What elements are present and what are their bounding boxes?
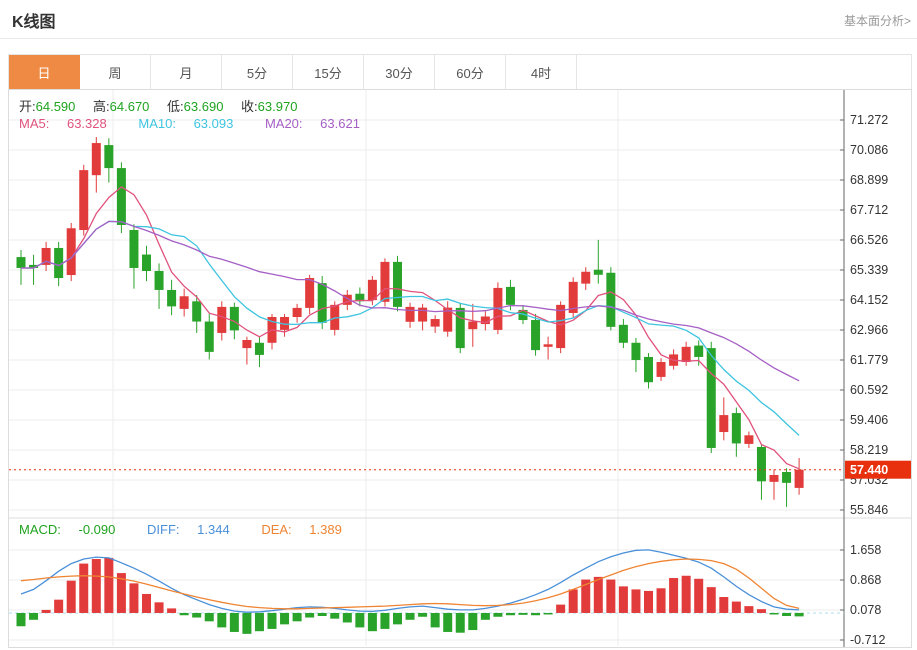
svg-text:70.086: 70.086 bbox=[850, 143, 888, 157]
svg-text:68.899: 68.899 bbox=[850, 173, 888, 187]
ohlc-low: 低:63.690 bbox=[167, 99, 224, 114]
tab-30分[interactable]: 30分 bbox=[364, 55, 435, 89]
header-divider bbox=[0, 38, 917, 39]
tab-月[interactable]: 月 bbox=[151, 55, 222, 89]
svg-text:59.406: 59.406 bbox=[850, 413, 888, 427]
fundamental-analysis-link[interactable]: 基本面分析> bbox=[843, 14, 911, 28]
ma20-value: MA20: 63.621 bbox=[264, 116, 360, 131]
chart-container: 开:64.590 高:64.670 低:63.690 收:63.970 MA5:… bbox=[8, 89, 912, 648]
ma-legend-row: MA5: 63.328 MA10: 63.093 MA20: 63.621 bbox=[19, 116, 388, 131]
ohlc-row: 开:64.590 高:64.670 低:63.690 收:63.970 bbox=[19, 96, 311, 115]
timeframe-tab-bar: 日周月 5分 15分 30分 60分 4时 bbox=[8, 54, 912, 89]
macd-legend-row: MACD: -0.090 DIFF: 1.344 DEA: 1.389 bbox=[19, 522, 370, 537]
ohlc-close: 收:63.970 bbox=[241, 99, 298, 114]
candlestick-chart-canvas[interactable]: 71.272 70.086 68.899 67.712 66.526 65.339 64.1… bbox=[9, 90, 911, 647]
svg-text:66.526: 66.526 bbox=[850, 233, 888, 247]
svg-text:58.219: 58.219 bbox=[850, 443, 888, 457]
ohlc-high: 高:64.670 bbox=[93, 99, 150, 114]
svg-text:64.152: 64.152 bbox=[850, 293, 888, 307]
page-title: K线图 bbox=[12, 14, 56, 31]
tab-60分[interactable]: 60分 bbox=[435, 55, 506, 89]
svg-text:0.868: 0.868 bbox=[850, 573, 881, 587]
ma5-value: MA5: 63.328 bbox=[19, 116, 107, 131]
svg-text:60.592: 60.592 bbox=[850, 383, 888, 397]
svg-text:65.339: 65.339 bbox=[850, 263, 888, 277]
tab-4时[interactable]: 4时 bbox=[506, 55, 577, 89]
svg-text:67.712: 67.712 bbox=[850, 203, 888, 217]
dea-value: DEA: 1.389 bbox=[261, 522, 342, 537]
svg-text:0.078: 0.078 bbox=[850, 603, 881, 617]
tab-周[interactable]: 周 bbox=[80, 55, 151, 89]
svg-text:71.272: 71.272 bbox=[850, 113, 888, 127]
svg-text:1.658: 1.658 bbox=[850, 543, 881, 557]
svg-text:55.846: 55.846 bbox=[850, 503, 888, 517]
tab-日[interactable]: 日 bbox=[9, 55, 80, 89]
ohlc-open: 开:64.590 bbox=[19, 99, 76, 114]
macd-value: MACD: -0.090 bbox=[19, 522, 116, 537]
tab-15分[interactable]: 15分 bbox=[293, 55, 364, 89]
svg-text:61.779: 61.779 bbox=[850, 353, 888, 367]
ma10-value: MA10: 63.093 bbox=[138, 116, 234, 131]
svg-text:62.966: 62.966 bbox=[850, 323, 888, 337]
svg-text:57.440: 57.440 bbox=[850, 463, 888, 477]
svg-text:-0.712: -0.712 bbox=[850, 633, 885, 647]
diff-value: DIFF: 1.344 bbox=[147, 522, 230, 537]
current-price-badge bbox=[845, 460, 911, 479]
tab-5分[interactable]: 5分 bbox=[222, 55, 293, 89]
